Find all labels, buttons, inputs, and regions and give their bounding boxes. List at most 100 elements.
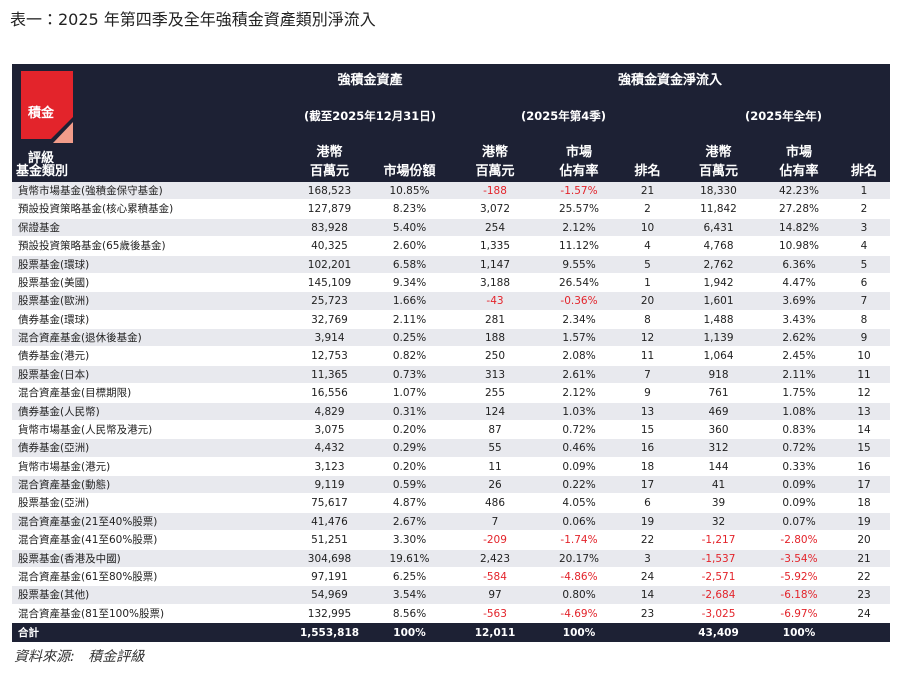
table-cell: 1,488 <box>703 313 734 326</box>
table-cell: 6,431 <box>703 221 734 234</box>
table-cell: 5.40% <box>392 221 427 234</box>
table-cell: 3,914 <box>314 332 345 344</box>
table-row <box>12 182 890 201</box>
row-label: 混合資產基金(21至40%股票) <box>18 515 158 528</box>
table-cell: 15 <box>640 423 655 436</box>
table-cell: 0.46% <box>562 442 596 455</box>
group-header: 強積金資金淨流入 <box>617 73 723 88</box>
table-cell: 2,423 <box>479 552 511 565</box>
table-cell: 39 <box>711 497 726 510</box>
total-label: 合計 <box>18 627 39 639</box>
table-cell: 1.03% <box>562 405 596 418</box>
table-cell: 188 <box>484 332 506 344</box>
table-cell: 0.22% <box>562 479 596 491</box>
table-cell: 8 <box>860 313 868 326</box>
table-cell: 2.67% <box>392 515 427 528</box>
table-cell: 6.25% <box>392 570 427 583</box>
column-header: 百萬元 <box>309 164 350 179</box>
column-header: 市場 <box>785 145 813 160</box>
table-cell: 0.72% <box>782 442 816 455</box>
table-cell: 255 <box>484 387 506 400</box>
column-header: 百萬元 <box>475 164 515 179</box>
total-cell: 12,011 <box>474 627 516 639</box>
table-cell: -4.69% <box>560 607 598 620</box>
table-cell: 281 <box>484 313 506 326</box>
table-row <box>12 420 890 440</box>
table-cell: -2,571 <box>701 570 736 583</box>
table-cell: 11,365 <box>311 368 348 381</box>
table-cell: 3 <box>860 221 868 234</box>
table-cell: 2.11% <box>392 313 427 326</box>
table-cell: 4,768 <box>703 240 734 253</box>
table-row <box>12 586 890 605</box>
source-note: 資料來源: 積金評級 <box>14 649 145 665</box>
table-cell: 16 <box>857 460 871 473</box>
table-cell: -584 <box>483 570 507 583</box>
row-label: 債券基金(環球) <box>18 313 90 326</box>
table-cell: 20 <box>640 295 655 308</box>
table-cell: 0.25% <box>392 332 427 344</box>
table-cell: 5 <box>644 258 651 271</box>
table-cell: 40,325 <box>311 240 348 253</box>
column-header: 港幣 <box>316 145 343 160</box>
table-cell: -188 <box>483 185 507 197</box>
table-cell: 2 <box>644 203 651 216</box>
period-header: (2025年第4季) <box>520 109 607 123</box>
table-row <box>12 273 890 293</box>
table-cell: 0.06% <box>562 515 596 528</box>
table-cell: 75,617 <box>311 497 348 510</box>
table-row <box>12 402 890 421</box>
total-cell: 100% <box>393 627 426 639</box>
row-label: 混合資產基金(目標期限) <box>18 387 132 400</box>
table-cell: 132,995 <box>307 607 352 620</box>
table-cell: 1.66% <box>392 295 427 308</box>
table-cell: 12 <box>640 332 655 344</box>
table-cell: 12 <box>857 387 871 400</box>
table-cell: 20 <box>857 534 871 547</box>
table-cell: 144 <box>708 460 729 473</box>
table-cell: 18,330 <box>700 185 737 197</box>
table-cell: 8.23% <box>392 203 427 216</box>
table-cell: 918 <box>708 368 729 381</box>
table-row <box>12 549 890 568</box>
column-header: 排名 <box>850 164 878 179</box>
table-cell: 3,188 <box>479 276 511 289</box>
table-cell: 1.08% <box>782 405 816 418</box>
table-header: 積金 評級 <box>12 64 890 182</box>
table-cell: 3.30% <box>392 534 427 547</box>
table-cell: -1,217 <box>701 534 736 547</box>
table-cell: 1,942 <box>703 276 734 289</box>
logo-line: 積金 <box>28 106 55 121</box>
total-cell: 100% <box>562 627 596 639</box>
table-cell: -4.86% <box>560 570 598 583</box>
column-header: 港幣 <box>481 145 509 160</box>
table-cell: 14 <box>640 589 655 602</box>
table-cell: 3.54% <box>392 589 427 602</box>
row-label: 混合資產基金(81至100%股票) <box>18 607 165 620</box>
table-cell: -43 <box>486 295 504 308</box>
table-cell: 127,879 <box>307 203 352 216</box>
table-cell: -2.80% <box>780 534 818 547</box>
table-cell: 1.07% <box>392 387 427 400</box>
table-row <box>12 439 890 458</box>
column-header: 佔有率 <box>559 164 599 179</box>
table-cell: 2.62% <box>782 332 816 344</box>
title: 表一：2025 年第四季及全年強積金資產類別淨流入 <box>10 10 376 29</box>
table-cell: 3,123 <box>314 460 345 473</box>
table-cell: 20.17% <box>558 552 600 565</box>
table-cell: -6.18% <box>780 589 818 602</box>
table-cell: 8 <box>644 313 651 326</box>
row-label: 股票基金(日本) <box>18 368 90 381</box>
table-cell: 486 <box>484 497 506 510</box>
table-cell: 10 <box>857 350 871 363</box>
table-row <box>12 457 890 476</box>
table-row <box>12 310 890 329</box>
table-cell: 2.45% <box>782 350 816 363</box>
row-label: 預設投資策略基金(65歲後基金) <box>18 240 166 253</box>
table-cell: 4.87% <box>392 497 427 510</box>
table-cell: 0.33% <box>782 460 816 473</box>
row-label: 債券基金(人民幣) <box>18 405 100 418</box>
table-cell: 11 <box>488 460 502 473</box>
row-label: 股票基金(環球) <box>18 258 90 271</box>
